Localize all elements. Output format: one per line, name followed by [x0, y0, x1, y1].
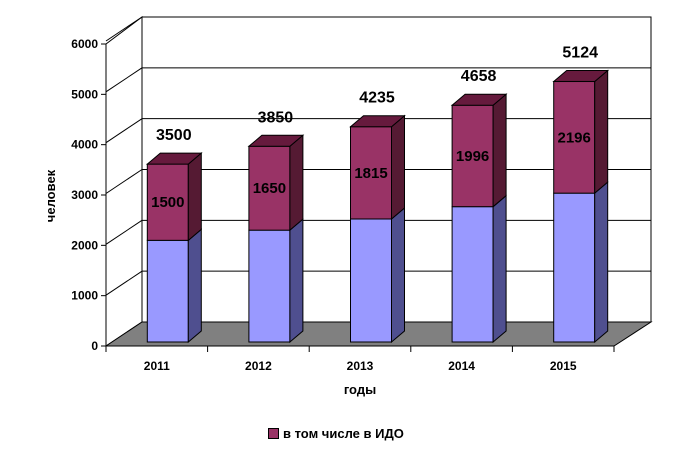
labels: 3500 1500 2011 3850 1650 2012 4235 1815 2013 4658…	[144, 45, 598, 373]
x-tick-label-2013: 2013	[347, 359, 374, 373]
bar-upper-side-2015	[594, 69, 609, 195]
legend-swatch-ido	[268, 428, 279, 439]
ido-label-2015: 2196	[558, 129, 591, 146]
bar-upper-side-2012	[289, 134, 304, 232]
bar-upper-2012	[248, 145, 291, 231]
y-tick-label: 4000	[71, 138, 98, 152]
gridline-side	[105, 118, 143, 144]
bar-lower-side-2012	[289, 218, 304, 344]
bar-lower-2014	[451, 206, 494, 343]
y-tick-label: 5000	[71, 87, 98, 101]
bar-top-2015	[552, 70, 610, 83]
total-label-2011: 3500	[156, 127, 192, 144]
bar-top-2011	[145, 152, 203, 165]
y-tick-label: 0	[91, 339, 98, 353]
bar-upper-2014	[451, 104, 494, 208]
x-axis-title: годы	[344, 382, 376, 397]
total-label-2015: 5124	[562, 45, 598, 62]
y-tick-label: 3000	[71, 188, 98, 202]
bar-lower-2013	[350, 218, 392, 343]
bar-upper-2015	[553, 81, 596, 194]
x-tick-label-2014: 2014	[448, 359, 475, 373]
bar-lower-side-2014	[492, 194, 507, 344]
x-tick-label-2012: 2012	[245, 359, 272, 373]
bar-lower-2011	[146, 239, 189, 343]
axes: 0 1000 2000 3000 4000 5000 6000	[71, 37, 615, 353]
legend: в том числе в ИДО	[268, 426, 404, 441]
bar-upper-2011	[146, 163, 189, 241]
y-tick-label: 2000	[71, 238, 98, 252]
bar-upper-2013	[350, 126, 392, 220]
total-label-2014: 4658	[461, 68, 497, 85]
gridline-side	[105, 67, 143, 93]
bar-upper-side-2013	[391, 114, 405, 221]
legend-label-ido: в том числе в ИДО	[283, 426, 404, 441]
gridline-side	[105, 270, 143, 296]
gridline-side	[105, 16, 143, 42]
bar-top-2012	[247, 134, 305, 147]
bar-lower-side-2013	[391, 206, 405, 344]
y-axis-title: человек	[43, 169, 58, 222]
gridline-side	[105, 219, 143, 245]
bar-upper-side-2014	[492, 93, 507, 208]
bars	[145, 69, 610, 344]
bar-lower-side-2015	[594, 181, 609, 344]
bar-lower-side-2011	[187, 228, 202, 344]
x-tick-label-2015: 2015	[550, 359, 577, 373]
y-tick-label: 6000	[71, 37, 98, 51]
ido-label-2011: 1500	[151, 194, 184, 211]
total-label-2013: 4235	[359, 90, 395, 107]
bar-top-2014	[450, 93, 508, 106]
total-label-2012: 3850	[258, 109, 294, 126]
bar-lower-2015	[553, 192, 596, 343]
bar-top-2013	[349, 115, 406, 128]
ido-label-2012: 1650	[253, 180, 286, 197]
x-tick-label-2011: 2011	[144, 359, 170, 373]
ido-label-2014: 1996	[456, 148, 489, 165]
y-tick-label: 1000	[71, 289, 98, 303]
gridline-side	[105, 169, 143, 194]
bar-lower-2012	[248, 229, 291, 343]
bar-upper-side-2011	[187, 152, 202, 242]
ido-label-2013: 1815	[354, 165, 387, 182]
